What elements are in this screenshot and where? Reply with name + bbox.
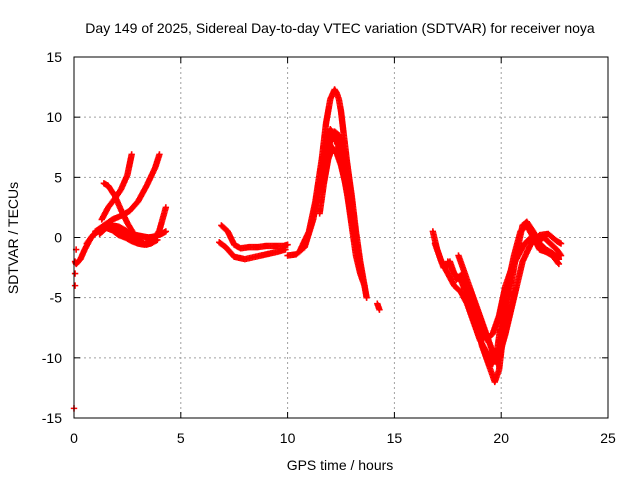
x-tick-label: 10 [280, 430, 296, 446]
series-arc-5 [96, 222, 159, 247]
x-tick-label: 5 [177, 430, 185, 446]
x-tick-label: 20 [493, 430, 509, 446]
series-arc-14 [374, 300, 383, 313]
x-tick-label: 25 [600, 430, 616, 446]
data-point [71, 282, 79, 289]
axis-ticks: 0 5 10 15 20 25 -15 -10 -5 0 5 10 15 [42, 49, 616, 446]
data-point [282, 246, 289, 253]
data-point [557, 240, 565, 247]
y-tick-label: -10 [42, 350, 62, 366]
data-marks [70, 86, 565, 412]
data-point [556, 251, 564, 258]
y-tick-label: 15 [46, 49, 62, 65]
series-arc-13 [331, 133, 368, 289]
y-axis-label: SDTVAR / TECUs [5, 182, 21, 294]
data-point [151, 236, 159, 244]
series-arc-4 [92, 151, 163, 235]
series-arc-7 [218, 222, 291, 252]
data-point [156, 151, 163, 158]
data-point [554, 259, 562, 266]
x-tick-label: 15 [387, 430, 403, 446]
chart-title: Day 149 of 2025, Sidereal Day-to-day VTE… [85, 20, 595, 36]
data-point [557, 252, 565, 259]
data-point [361, 282, 368, 289]
y-tick-label: 10 [46, 109, 62, 125]
x-tick-label: 0 [70, 430, 78, 446]
series-arc-18 [455, 230, 565, 368]
series-arc-8 [216, 239, 289, 263]
data-point [376, 306, 383, 313]
data-point [363, 294, 370, 301]
y-tick-label: -5 [50, 290, 63, 306]
data-point [128, 151, 135, 158]
x-axis-label: GPS time / hours [287, 457, 394, 473]
y-tick-label: 0 [54, 230, 62, 246]
data-point [284, 241, 291, 248]
series-arc-6 [98, 151, 135, 223]
data-point [162, 228, 170, 235]
y-tick-label: -15 [42, 410, 62, 426]
data-point [71, 270, 79, 277]
y-tick-label: 5 [54, 169, 62, 185]
data-point [162, 204, 170, 211]
data-point [555, 260, 563, 268]
